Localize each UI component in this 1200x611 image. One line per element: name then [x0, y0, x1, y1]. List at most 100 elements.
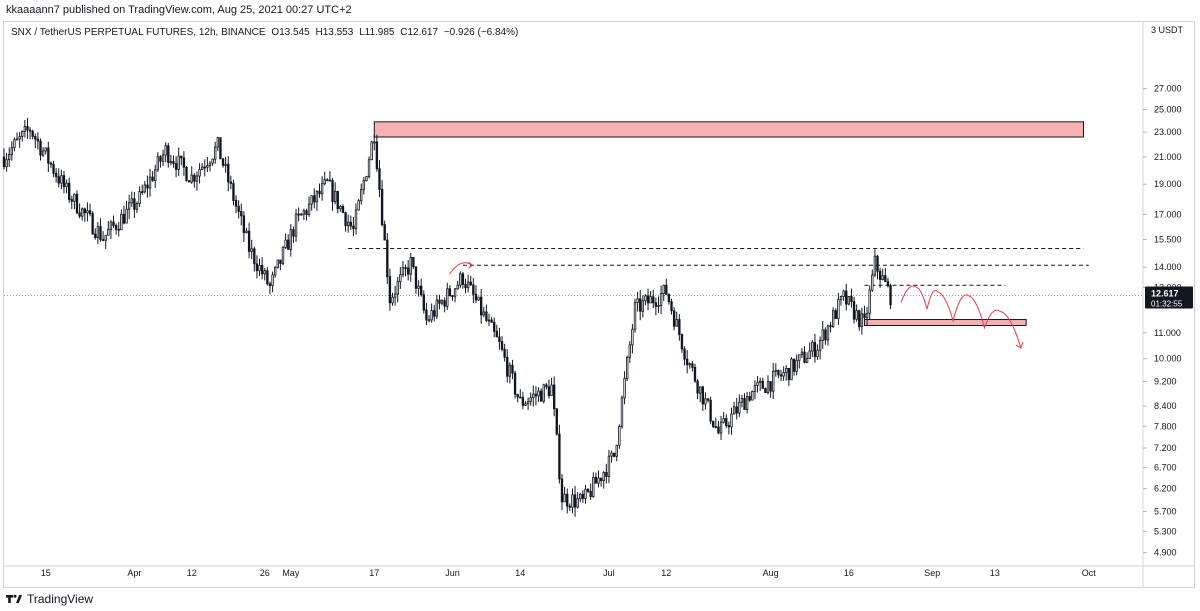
candle-up	[365, 176, 368, 182]
candle-up	[320, 183, 324, 195]
candle-up	[657, 305, 660, 307]
candle-up	[130, 198, 133, 204]
candle-down	[586, 488, 590, 492]
candle-up	[125, 208, 128, 224]
candle-up	[148, 176, 152, 189]
candle-down	[845, 290, 848, 305]
candle-down	[813, 341, 817, 358]
candle-down	[712, 420, 715, 428]
candle-down	[237, 205, 240, 212]
time-tick-label: 12	[187, 568, 197, 578]
candle-down	[247, 230, 251, 252]
candle-up	[156, 156, 160, 171]
candle-up	[756, 381, 759, 386]
candle-up	[808, 350, 811, 359]
candle-up	[10, 147, 14, 155]
candle-up	[446, 288, 449, 307]
candle-up	[753, 385, 757, 392]
candle-down	[26, 126, 29, 131]
candle-down	[539, 390, 543, 402]
tradingview-logo-icon	[6, 594, 22, 603]
candle-down	[180, 155, 183, 159]
candle-up	[704, 398, 707, 405]
candle-up	[623, 377, 626, 399]
candle-up	[96, 226, 100, 238]
candle-up	[871, 274, 874, 291]
candle-down	[151, 176, 154, 181]
price-tag-background	[1145, 286, 1193, 309]
time-tick-label: 17	[369, 568, 379, 578]
candle-up	[323, 179, 326, 185]
candle-down	[159, 156, 162, 162]
price-unit-badge[interactable]: 3 USDT	[1151, 25, 1184, 35]
candles	[2, 117, 892, 517]
candle-up	[529, 397, 532, 402]
candle-up	[745, 396, 749, 410]
candle-up	[732, 406, 736, 415]
price-tick-label: 8.400	[1154, 401, 1177, 411]
price-tick-label: 15.500	[1154, 235, 1182, 245]
candle-down	[589, 490, 592, 498]
candle-down	[404, 267, 407, 269]
candle-down	[876, 255, 879, 272]
candle-up	[143, 184, 146, 193]
candle-up	[177, 155, 180, 170]
price-tick-label: 11.000	[1154, 328, 1181, 338]
candle-down	[725, 418, 728, 426]
candle-up	[628, 344, 631, 358]
candle-up	[798, 354, 801, 361]
candle-up	[393, 293, 397, 298]
candle-down	[240, 211, 243, 217]
time-tick-label: 13	[990, 568, 1000, 578]
ohlc-high: H13.553	[315, 27, 354, 38]
tradingview-brand[interactable]: TradingView	[6, 592, 93, 606]
candle-up	[508, 364, 512, 377]
candle-up	[154, 169, 157, 181]
candle-down	[185, 166, 188, 182]
candle-up	[430, 310, 433, 321]
candle-up	[615, 444, 618, 457]
candle-up	[584, 488, 587, 499]
candle-down	[268, 283, 272, 287]
candle-up	[487, 319, 491, 322]
candle-down	[253, 248, 256, 265]
candle-up	[41, 150, 45, 156]
candle-up	[659, 293, 663, 306]
price-tick-label: 25.000	[1154, 105, 1182, 115]
candle-down	[787, 367, 791, 381]
candle-up	[107, 229, 110, 236]
ohlc-change: −0.926 (−6.84%)	[443, 27, 519, 38]
candle-up	[816, 349, 819, 358]
candle-up	[881, 275, 884, 280]
candle-up	[60, 175, 63, 184]
candle-down	[652, 296, 655, 304]
candle-down	[654, 302, 658, 307]
candle-down	[34, 136, 37, 140]
candle-down	[75, 193, 79, 214]
candle-down	[422, 294, 425, 311]
candle-up	[837, 299, 840, 319]
candle-down	[706, 398, 710, 401]
candle-down	[495, 330, 498, 338]
candle-up	[44, 147, 47, 152]
candle-up	[482, 311, 485, 316]
candle-down	[777, 369, 780, 376]
price-tick-label: 9.200	[1154, 376, 1177, 386]
candle-down	[344, 212, 347, 227]
candle-up	[127, 202, 131, 210]
candle-down	[670, 301, 673, 312]
candle-up	[339, 206, 342, 210]
candle-down	[229, 181, 233, 184]
candle-up	[276, 259, 279, 268]
candle-up	[839, 296, 843, 301]
candle-down	[709, 399, 712, 422]
candle-up	[563, 493, 566, 503]
candle-up	[774, 369, 777, 372]
candle-up	[13, 139, 16, 149]
candle-down	[764, 388, 767, 394]
candle-down	[566, 493, 569, 507]
candle-up	[597, 477, 600, 484]
candle-up	[211, 158, 214, 164]
price-tick-label: 7.800	[1154, 421, 1177, 431]
